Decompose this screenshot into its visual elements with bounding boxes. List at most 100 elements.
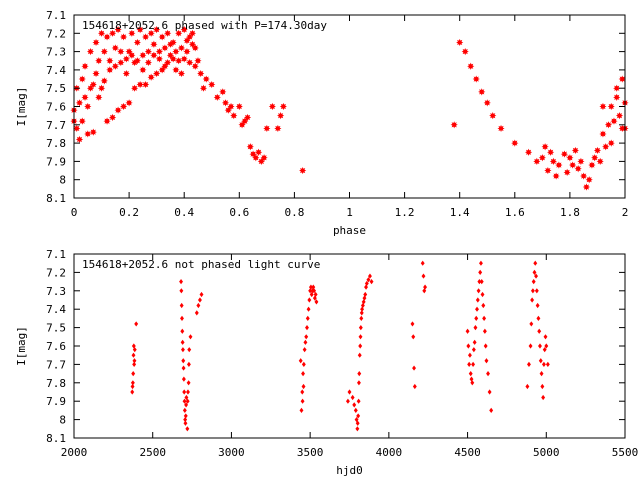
data-point	[483, 99, 491, 107]
data-point	[350, 394, 355, 401]
data-point	[136, 26, 144, 34]
data-point	[199, 84, 208, 92]
data-point	[179, 288, 184, 294]
data-point	[588, 161, 596, 169]
phased-points	[70, 26, 629, 191]
data-point	[410, 321, 415, 327]
x-tick-label: 0.6	[229, 206, 249, 219]
y-tick-label: 8	[59, 414, 66, 427]
data-point	[347, 389, 352, 395]
data-point	[169, 55, 177, 63]
data-point	[475, 306, 479, 312]
data-point	[153, 26, 161, 34]
data-point	[574, 165, 582, 173]
data-point	[298, 358, 303, 364]
data-point	[607, 139, 615, 147]
data-point	[103, 117, 111, 125]
data-point	[180, 347, 185, 353]
data-point	[456, 38, 464, 47]
data-point	[188, 334, 193, 340]
data-point	[360, 302, 365, 309]
data-point	[358, 334, 363, 340]
data-point	[164, 29, 172, 37]
data-point	[300, 398, 305, 404]
data-point	[539, 371, 544, 377]
data-point	[511, 139, 519, 147]
data-point	[136, 80, 144, 89]
data-point	[552, 172, 560, 180]
data-point	[106, 66, 114, 74]
data-point	[469, 376, 474, 382]
data-point	[161, 44, 169, 52]
x-tick-label: 2500	[139, 446, 166, 459]
data-point	[181, 376, 186, 382]
data-point	[227, 102, 235, 111]
data-point	[478, 269, 483, 275]
data-point	[260, 154, 268, 162]
data-point	[356, 413, 361, 419]
data-point	[175, 57, 183, 65]
x-tick-label: 0.4	[174, 206, 194, 219]
data-point	[461, 48, 469, 56]
phased-chart-title: 154618+2052.6 phased with P=174.30day	[82, 19, 327, 32]
data-point	[144, 58, 152, 67]
data-point	[263, 124, 271, 133]
data-point	[530, 297, 535, 303]
data-point	[183, 48, 191, 56]
data-point	[122, 55, 130, 63]
data-point	[155, 48, 163, 56]
data-point	[560, 150, 568, 158]
data-point	[73, 124, 81, 133]
data-point	[364, 280, 369, 287]
x-tick-label: 4000	[376, 446, 403, 459]
data-point	[304, 334, 309, 340]
data-point	[139, 51, 147, 59]
data-point	[527, 361, 531, 367]
data-point	[599, 102, 607, 111]
data-point	[544, 343, 549, 349]
data-point	[155, 55, 163, 63]
data-point	[181, 358, 186, 364]
data-point	[164, 58, 172, 67]
data-point	[591, 154, 599, 162]
data-point	[183, 420, 188, 426]
data-point	[471, 361, 476, 367]
data-point	[182, 398, 187, 404]
data-point	[308, 284, 313, 290]
phased-y-axis-label: I[mag]	[15, 87, 28, 127]
data-point	[555, 161, 563, 169]
data-point	[142, 80, 150, 89]
data-point	[277, 112, 285, 120]
data-point	[472, 75, 480, 83]
data-point	[95, 93, 103, 101]
data-point	[92, 38, 100, 47]
data-point	[131, 352, 136, 358]
phased-ticks: 0 0.2 0.4 0.6 0.8 1 1.2 1.4 1.6 1.8 2 7.1 7.2 7.3 7.4 7…	[46, 9, 628, 219]
data-point	[467, 352, 472, 358]
data-point	[184, 394, 189, 401]
data-point	[536, 315, 541, 321]
data-point	[549, 157, 557, 165]
data-point	[368, 273, 372, 279]
data-point	[128, 29, 136, 37]
data-point	[188, 29, 197, 37]
data-point	[489, 407, 494, 413]
data-point	[538, 358, 543, 364]
data-point	[524, 148, 533, 156]
unphased-light-curve-chart: 2000 2500 3000 3500 4000 4500 5000 5500 7.1 7.2 7.…	[15, 248, 638, 477]
data-point	[543, 334, 548, 340]
data-point	[183, 417, 188, 423]
data-point	[357, 371, 362, 377]
data-point	[306, 306, 311, 312]
data-point	[486, 371, 490, 377]
y-tick-label: 7.8	[46, 377, 66, 390]
data-point	[183, 413, 188, 419]
data-point	[132, 358, 137, 364]
data-point	[111, 62, 119, 70]
unphased-ticks: 2000 2500 3000 3500 4000 4500 5000 5500 7.1 7.2 7.…	[46, 248, 638, 459]
data-point	[610, 117, 618, 125]
data-point	[202, 75, 210, 83]
data-point	[153, 69, 161, 78]
data-point	[307, 297, 312, 303]
data-point	[358, 343, 363, 349]
